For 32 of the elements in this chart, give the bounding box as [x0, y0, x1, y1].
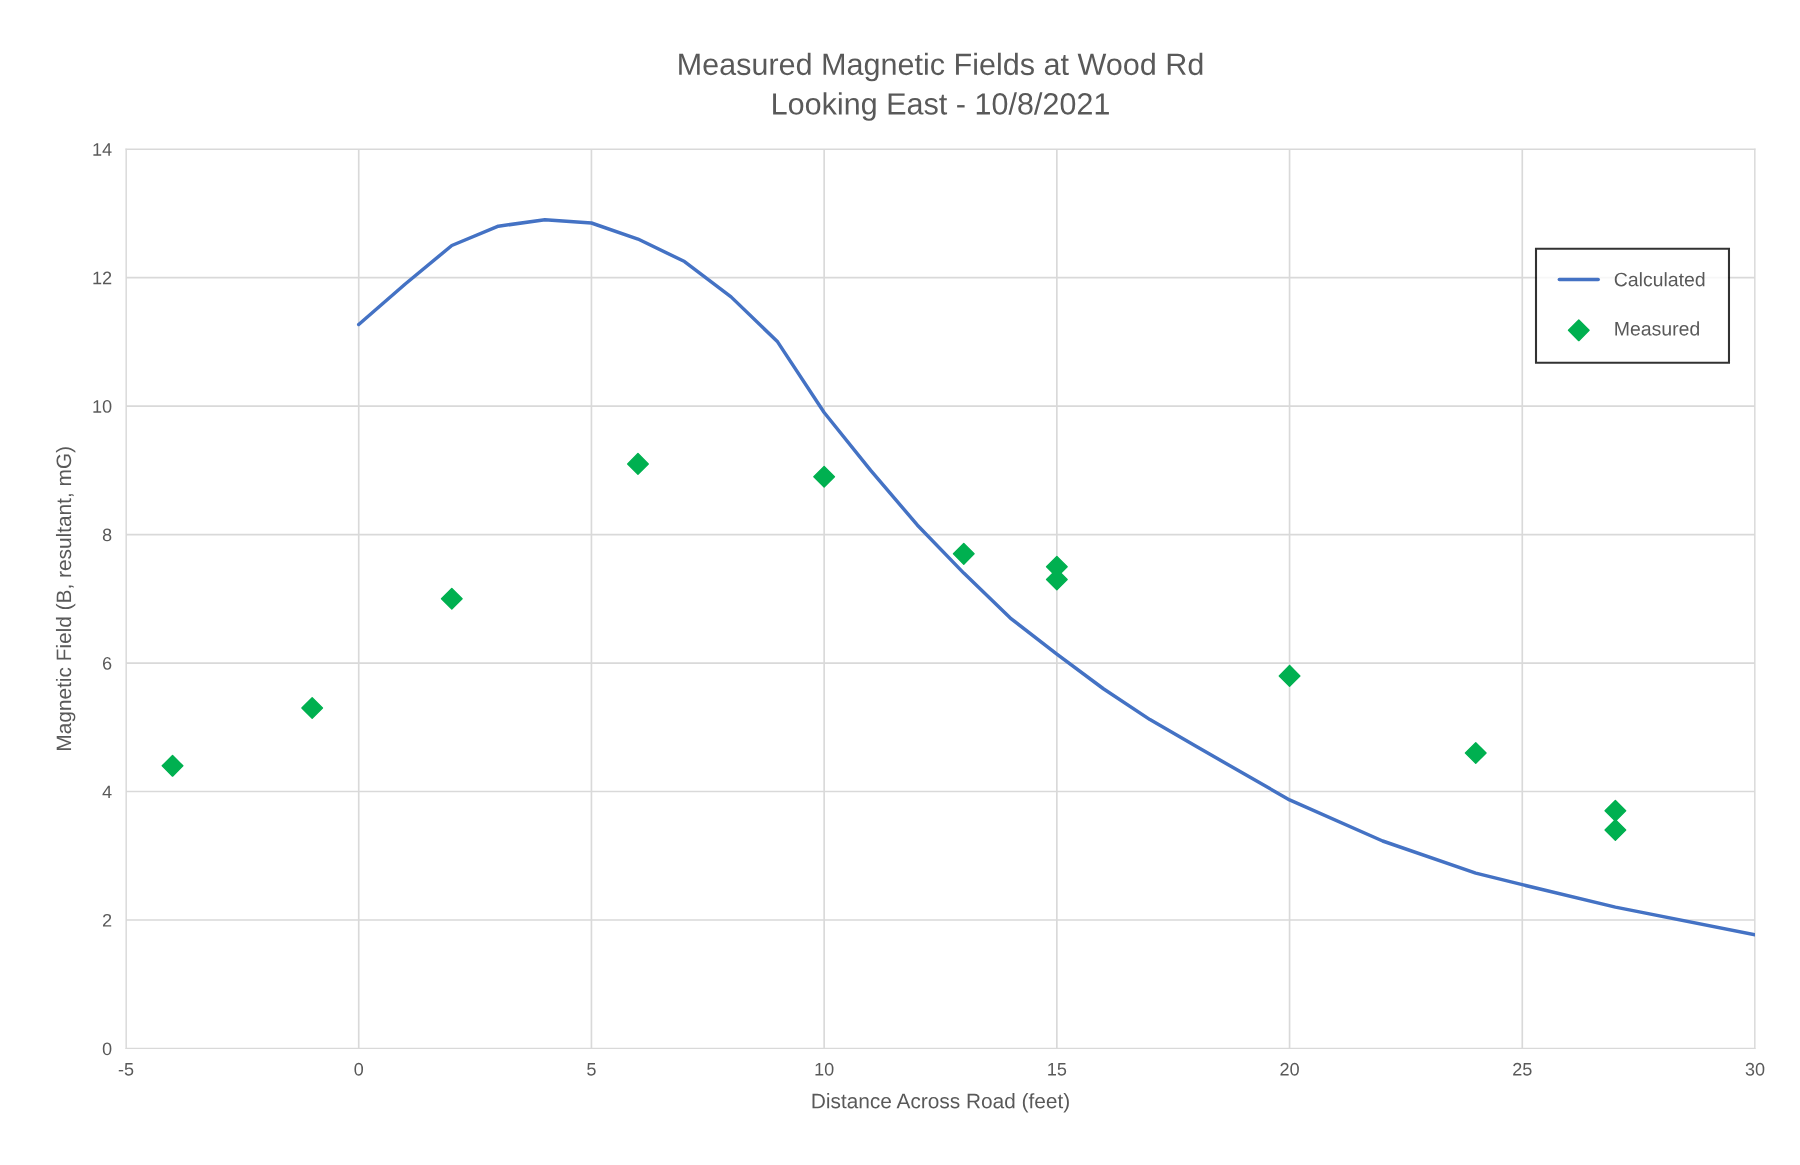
point [1604, 799, 1627, 822]
point [440, 587, 463, 610]
y-axis-title: Magnetic Field (B, resultant, mG) [55, 447, 76, 750]
x-tick-label: 5 [587, 1063, 596, 1076]
y-tick-label: 2 [102, 913, 112, 927]
point [952, 542, 975, 565]
point [1278, 664, 1301, 687]
x-tick-label: 10 [815, 1062, 834, 1076]
x-tick-label: 20 [1280, 1062, 1299, 1076]
y-tick-label: 14 [93, 143, 112, 156]
x-tick-label: 25 [1513, 1062, 1532, 1076]
line-series [356, 218, 1755, 937]
point [626, 452, 649, 475]
x-tick-label: 30 [1745, 1062, 1765, 1076]
y-tick-label: 4 [102, 785, 112, 799]
point [161, 754, 184, 777]
legend-label: Calculated [1614, 272, 1705, 287]
x-tick-label: -5 [118, 1063, 134, 1076]
x-tick-label: 0 [354, 1062, 364, 1076]
y-tick-label: 8 [102, 528, 112, 542]
y-tick-label: 12 [93, 271, 112, 285]
y-tick-label: 6 [102, 656, 112, 670]
x-tick-label: 15 [1048, 1063, 1067, 1076]
y-tick-label: 0 [102, 1042, 112, 1056]
point [1604, 819, 1627, 842]
point [1464, 741, 1487, 764]
chart-title: Measured Magnetic Fields at Wood Rd Looking East - 10/8/2021 [679, 52, 1203, 121]
y-tick-label: 10 [93, 400, 112, 413]
legend-label: Measured [1615, 321, 1699, 336]
x-axis-title: Distance Across Road (feet) [812, 1093, 1069, 1113]
point [813, 465, 836, 488]
point [301, 697, 324, 720]
